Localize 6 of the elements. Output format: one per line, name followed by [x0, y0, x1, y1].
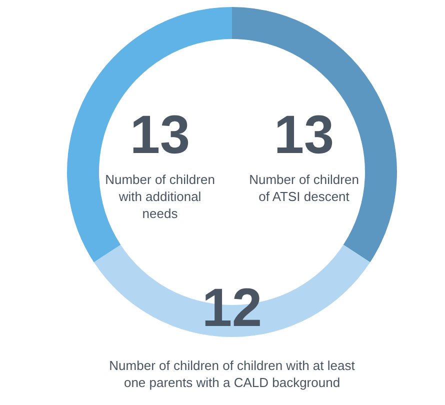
data-label: 13: [274, 105, 334, 165]
slice-label: Number of children of children with at least one parents with a CALD background: [109, 358, 356, 390]
slice-label: Number of children of ATSI descent: [249, 172, 359, 204]
data-label: 12: [202, 278, 262, 338]
data-label: 13: [130, 105, 190, 165]
slice-label: Number of children with additional needs: [105, 172, 215, 221]
